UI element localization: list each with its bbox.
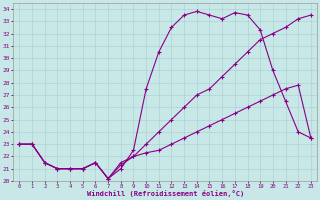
X-axis label: Windchill (Refroidissement éolien,°C): Windchill (Refroidissement éolien,°C) — [86, 190, 244, 197]
